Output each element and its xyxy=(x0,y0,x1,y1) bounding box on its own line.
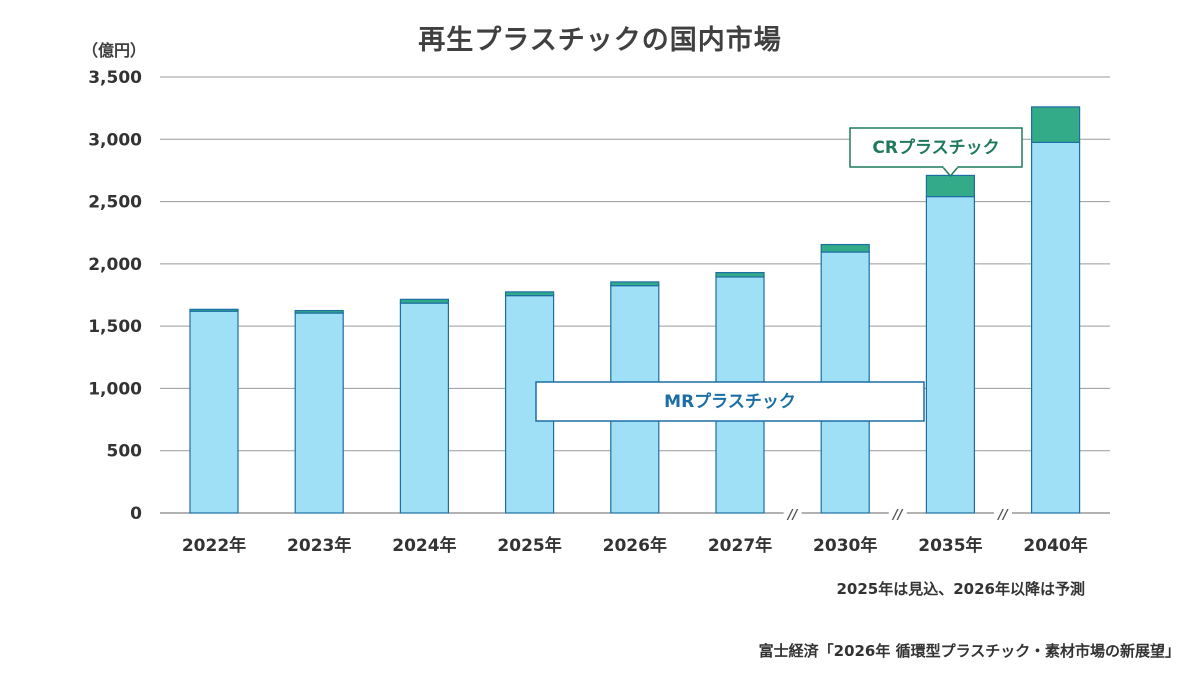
x-tick-label: 2025年 xyxy=(497,535,561,556)
bar-cr-segment xyxy=(294,309,344,314)
bar-cr-segment xyxy=(715,271,765,278)
y-tick-label: 3,000 xyxy=(88,130,142,150)
chart-title: 再生プラスチックの国内市場 xyxy=(418,25,782,56)
bar-cr-segment xyxy=(189,308,239,312)
axis-break-gap xyxy=(994,510,1012,516)
bars xyxy=(189,106,1081,514)
bar-mr-segment xyxy=(189,310,239,514)
axis-break-mark: // xyxy=(786,508,799,523)
bar-cr-segment xyxy=(399,298,449,304)
mr-callout-box xyxy=(535,381,925,422)
axis-break-mark: // xyxy=(996,508,1009,523)
y-tick-label: 1,500 xyxy=(88,317,142,337)
x-tick-label: 2035年 xyxy=(918,535,982,556)
series-callouts: MRプラスチック CRプラスチック xyxy=(535,127,1023,422)
y-tick-label: 0 xyxy=(130,504,142,524)
bar-mr-segment xyxy=(294,312,344,514)
x-tick-label: 2026年 xyxy=(603,535,667,556)
x-tick-label: 2024年 xyxy=(392,535,456,556)
cr-callout-pointer xyxy=(941,166,959,178)
forecast-note: 2025年は見込、2026年以降は予測 xyxy=(836,580,1086,598)
bar-mr-segment xyxy=(925,195,976,514)
axis-breaks: // // // xyxy=(783,508,1012,523)
x-tick-label: 2022年 xyxy=(182,535,246,556)
y-axis-unit: （億円） xyxy=(82,41,147,60)
y-tick-label: 2,500 xyxy=(88,193,142,213)
x-tick-label: 2023年 xyxy=(287,535,351,556)
bar-cr-segment xyxy=(1030,106,1081,143)
x-tick-label: 2030年 xyxy=(813,535,877,556)
bar-mr-segment xyxy=(1030,141,1081,514)
y-tick-label: 2,000 xyxy=(88,255,142,275)
bar-cr-segment xyxy=(610,281,660,287)
cr-callout-label: CRプラスチック xyxy=(872,137,999,158)
cr-callout-box xyxy=(849,127,1023,168)
bar-mr-segment xyxy=(399,302,449,514)
axis-break-gap xyxy=(783,510,802,516)
bar-cr-segment xyxy=(925,174,976,198)
x-tick-label: 2027年 xyxy=(708,535,772,556)
bar-cr-segment xyxy=(820,243,870,253)
y-tick-label: 3,500 xyxy=(88,68,142,88)
y-tick-label: 1,000 xyxy=(88,379,142,399)
y-tick-label: 500 xyxy=(107,442,143,462)
axis-break-gap xyxy=(888,510,907,516)
y-axis-ticks: 0 500 1,000 1,500 2,000 2,500 3,000 3,500 xyxy=(88,68,142,524)
axis-break-mark: // xyxy=(891,508,904,523)
source-note: 富士経済「2026年 循環型プラスチック・素材市場の新展望」 xyxy=(758,642,1180,660)
mr-callout-label: MRプラスチック xyxy=(664,391,796,412)
bar-cr-segment xyxy=(505,291,555,297)
x-axis-ticks: 2022年 2023年 2024年 2025年 2026年 2027年 2030年 2035年… xyxy=(182,535,1088,556)
x-tick-label: 2040年 xyxy=(1023,535,1087,556)
